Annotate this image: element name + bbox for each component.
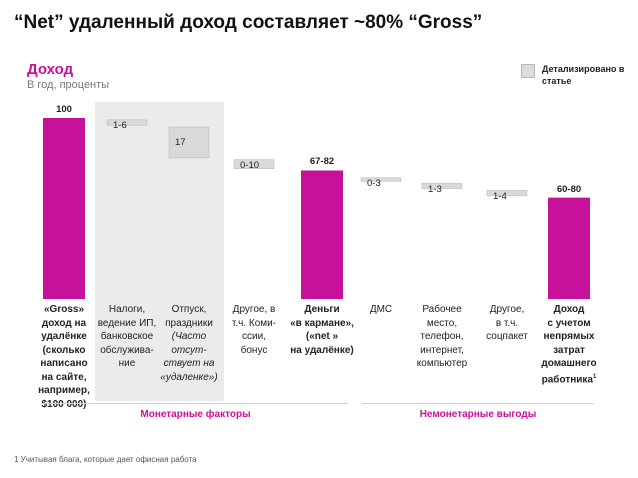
chart-title: Доход	[27, 61, 74, 78]
legend-label: Детализировано в статье	[542, 64, 625, 86]
bar-value-label-8: 60-80	[556, 183, 582, 195]
bar-value-label-4: 67-82	[309, 156, 335, 168]
category-label-8: Доход с учетом непрямых затрат домашнего…	[541, 304, 597, 385]
bar-0	[43, 118, 85, 299]
group-line-monetary	[43, 403, 348, 404]
footnote: 1 Учитывая блага, которые дает офисная р…	[14, 455, 197, 464]
legend-swatch	[521, 64, 535, 78]
group-line-nonmonetary	[362, 403, 594, 404]
category-label-7: Другое, в т.ч. соцпакет	[486, 304, 528, 342]
bar-8	[548, 197, 590, 299]
bar-value-label-0: 100	[56, 104, 72, 115]
category-label-4: Деньги «в кармане», («net » на удалёнке)	[290, 304, 354, 356]
group-label-nonmonetary: Немонетарные выгоды	[419, 409, 537, 420]
category-label-0: «Gross» доход на удалёнке (сколько напис…	[38, 304, 90, 410]
category-label-1: Налоги, ведение ИП, банковское обслужива…	[97, 304, 157, 369]
bar-value-label-6: 1-3	[428, 183, 442, 195]
category-label-2: Отпуск, праздники (Часто отсут- ствует н…	[160, 304, 218, 383]
bar-value-label-5: 0-3	[367, 178, 381, 190]
bar-value-label-2: 17	[175, 136, 186, 148]
chart-subtitle: В год, проценты	[27, 79, 110, 91]
category-label-6: Рабочее место, телефон, интернет, компью…	[416, 304, 468, 369]
category-label-5: ДМС	[369, 304, 393, 315]
category-label-3: Другое, в т.ч. Коми- ссии, бонус	[231, 304, 277, 356]
bar-value-label-3: 0-10	[240, 160, 260, 172]
group-label-monetary: Монетарные факторы	[140, 409, 251, 420]
bar-value-label-1: 1-6	[113, 120, 127, 132]
bar-4	[301, 170, 343, 299]
slide-title: “Net” удаленный доход составляет ~80% “G…	[14, 12, 483, 33]
footnote-mark: 1	[593, 373, 597, 380]
bar-value-label-7: 1-4	[493, 190, 507, 202]
